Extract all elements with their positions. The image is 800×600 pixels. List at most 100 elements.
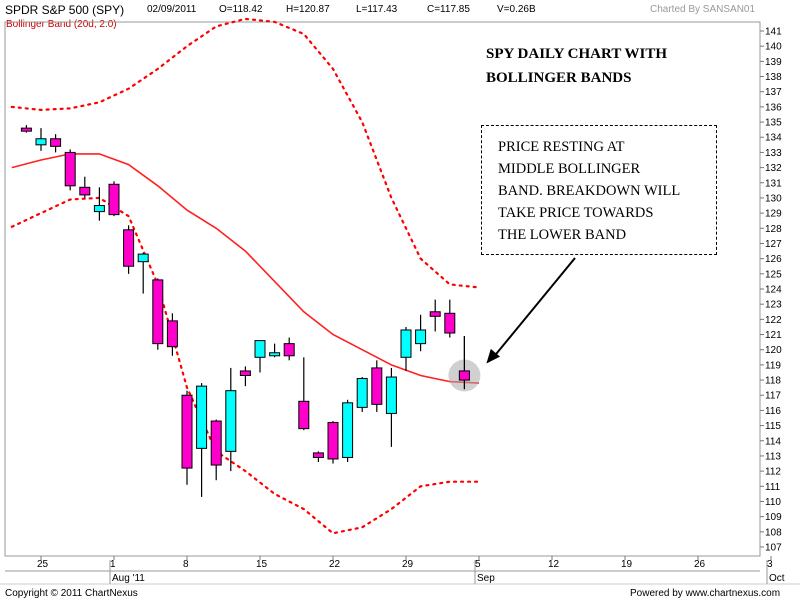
upper-bollinger-band [10, 17, 481, 289]
annotation-line: THE LOWER BAND [498, 227, 627, 243]
candle-body [269, 352, 281, 357]
candle-body [312, 452, 324, 458]
y-tick-label: 113 [765, 451, 781, 462]
candle-body [93, 205, 105, 213]
x-tick-label: 22 [329, 559, 341, 570]
candle-body [458, 370, 470, 381]
annotation-title-line1: SPY DAILY CHART WITH [486, 46, 668, 62]
y-tick-label: 121 [765, 330, 782, 341]
x-month-label: Aug '11 [112, 573, 145, 584]
y-tick-label: 107 [765, 543, 782, 554]
candle [415, 314, 427, 352]
candle [298, 357, 310, 431]
x-tick-label: 15 [256, 559, 268, 570]
y-tick-label: 122 [765, 315, 782, 326]
candle [342, 399, 354, 463]
y-tick-label: 108 [765, 527, 782, 538]
candle [371, 360, 383, 412]
candle-body [283, 343, 295, 357]
candle [137, 252, 149, 294]
y-tick-label: 123 [765, 300, 782, 311]
copyright-label: Copyright © 2011 ChartNexus [5, 588, 138, 599]
candle-body [385, 376, 397, 414]
candle-body [166, 320, 178, 348]
candle-body [123, 229, 135, 267]
annotation-line: MIDDLE BOLLINGER [498, 161, 641, 177]
x-tick-label: 12 [548, 559, 560, 570]
candle [283, 337, 295, 361]
y-tick-label: 125 [765, 269, 782, 280]
y-tick-label: 140 [765, 42, 782, 53]
candle-body [415, 329, 427, 345]
candle [458, 336, 470, 390]
y-tick-label: 130 [765, 193, 782, 204]
indicator-label: Bollinger Band (20d, 2.0) [6, 19, 117, 30]
candle-body [225, 390, 237, 452]
candle-body [210, 420, 222, 466]
volume-label: V=0.26B [497, 4, 536, 15]
x-tick-label: 5 [475, 559, 481, 570]
candle [50, 134, 62, 153]
candle [210, 419, 222, 481]
candle [269, 343, 281, 358]
y-tick-label: 133 [765, 148, 782, 159]
candle [385, 367, 397, 447]
x-tick-label: 19 [621, 559, 633, 570]
y-tick-label: 115 [765, 421, 781, 432]
candle-body [327, 422, 339, 460]
candle-body [298, 400, 310, 430]
candle [123, 225, 135, 274]
y-tick-label: 131 [765, 178, 782, 189]
candle-body [254, 340, 266, 358]
y-tick-label: 110 [765, 497, 781, 508]
x-tick-label: 29 [402, 559, 414, 570]
candle-body [64, 151, 76, 187]
x-month-label: Sep [477, 573, 495, 584]
candle-body [108, 183, 120, 216]
low-label: L=117.43 [356, 4, 398, 15]
y-tick-label: 134 [765, 133, 782, 144]
candle [166, 313, 178, 356]
candle-body [342, 402, 354, 458]
powered-by-link[interactable]: Powered by www.chartnexus.com [630, 588, 781, 599]
candle [181, 390, 193, 485]
candle-body [20, 127, 32, 132]
x-tick-label: 26 [694, 559, 706, 570]
annotation-line: TAKE PRICE TOWARDS [498, 205, 654, 221]
close-label: C=117.85 [427, 4, 470, 15]
candle-body [181, 394, 193, 469]
x-tick-label: 8 [183, 559, 189, 570]
y-tick-label: 129 [765, 209, 782, 220]
middle-bollinger-band [11, 153, 480, 384]
y-tick-label: 128 [765, 224, 782, 235]
y-tick-label: 139 [765, 57, 782, 68]
candle-body [50, 138, 62, 147]
open-label: O=118.42 [219, 4, 263, 15]
candle-body [400, 329, 412, 358]
candle [152, 278, 164, 350]
candle [254, 340, 266, 373]
y-tick-label: 136 [765, 102, 782, 113]
candle-body [371, 367, 383, 405]
candle-body [137, 253, 149, 263]
candle-body [79, 186, 91, 196]
y-tick-label: 114 [765, 436, 781, 447]
candle [312, 451, 324, 463]
candle-body [239, 370, 251, 377]
symbol-label: SPDR S&P 500 (SPY) [5, 3, 125, 17]
lower-bollinger-band [10, 196, 481, 535]
y-tick-label: 116 [765, 406, 781, 417]
y-tick-label: 111 [765, 482, 781, 493]
candle-body [356, 378, 368, 408]
annotation-title-line2: BOLLINGER BANDS [486, 70, 632, 86]
plot-frame [4, 21, 761, 557]
candle [64, 149, 76, 191]
x-tick-label: 3 [767, 559, 773, 570]
charted-by-label: Charted By SANSAN01 [650, 4, 756, 15]
y-tick-label: 138 [765, 72, 782, 83]
candle [20, 125, 32, 133]
high-label: H=120.87 [286, 4, 330, 15]
candle [225, 367, 237, 472]
candle [429, 299, 441, 332]
